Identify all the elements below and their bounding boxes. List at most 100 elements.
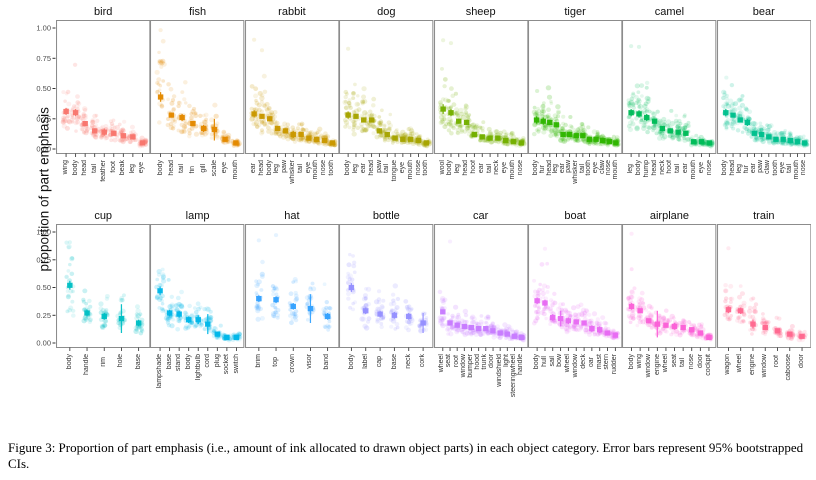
mean-point: [729, 112, 736, 118]
mean-point: [453, 322, 460, 328]
mean-point: [274, 125, 281, 131]
mean-point: [534, 298, 540, 304]
x-label: socket: [223, 354, 231, 375]
y-tick-label: 0.50: [36, 283, 51, 292]
x-label: brim: [254, 354, 262, 368]
x-label: wheel: [662, 354, 670, 373]
means-and-cis: [439, 104, 524, 146]
mean-point: [560, 131, 566, 138]
plot-airplane: [622, 224, 717, 351]
panel-border: [622, 224, 717, 348]
mean-point: [222, 136, 229, 142]
x-labels-dog: body leg ear head paw tail tongue eye mouth nose t…: [339, 158, 433, 210]
mean-point: [400, 136, 406, 142]
plot-sheep: [433, 20, 528, 157]
mean-point: [345, 112, 351, 118]
x-label: body: [635, 160, 643, 176]
mean-point: [737, 117, 743, 123]
x-label: wing: [62, 160, 70, 175]
mean-point: [224, 334, 230, 340]
x-label: mouth: [611, 160, 619, 180]
x-label: wheel: [736, 354, 744, 373]
means-and-cis: [722, 109, 808, 146]
x-labels-hat: brim top crown visor band: [245, 352, 339, 436]
x-labels-train: wagon wheel engine window roof caboose door: [717, 352, 811, 436]
x-label: head: [367, 160, 375, 176]
mean-point: [406, 313, 412, 319]
y-axis-row-2: 0.00 0.25 0.50 0.75 1.00: [26, 210, 56, 352]
panel-title-tiger: tiger: [564, 6, 586, 18]
means-and-cis: [157, 286, 240, 340]
x-label: body: [156, 160, 164, 176]
plot-bear: [716, 20, 811, 157]
x-label: door: [797, 354, 805, 369]
mean-point: [683, 130, 689, 136]
mean-point: [321, 137, 327, 144]
mean-point: [408, 136, 414, 142]
x-tick-marks: [536, 347, 616, 351]
plot-lamp: [150, 224, 245, 351]
mean-point: [540, 118, 546, 124]
mean-point: [82, 121, 88, 127]
mean-point: [91, 128, 98, 134]
mean-point: [186, 317, 192, 323]
x-label: nose: [800, 160, 808, 176]
x-label: head: [81, 160, 89, 176]
mean-point: [762, 324, 768, 331]
panel-title-bear: bear: [752, 6, 775, 18]
x-tick-marks: [725, 153, 805, 157]
mean-point: [251, 111, 257, 117]
panel-border: [527, 224, 623, 348]
panel-border: [244, 224, 340, 348]
y-tick-label: 1.00: [36, 24, 51, 33]
mean-point: [255, 296, 262, 302]
mean-point: [604, 330, 611, 336]
mean-point: [518, 334, 524, 340]
means-and-cis: [158, 92, 239, 146]
x-label: eye: [221, 161, 229, 173]
mean-point: [629, 303, 635, 309]
panel-title-hat: hat: [284, 210, 300, 222]
x-label: plug: [213, 354, 221, 368]
mean-point: [725, 307, 731, 313]
mean-point: [353, 113, 359, 119]
x-label: band: [323, 354, 331, 370]
mean-point: [290, 303, 296, 309]
x-label: handle: [83, 354, 91, 376]
mean-point: [510, 139, 516, 145]
x-label: neck: [404, 354, 412, 369]
x-label: stand: [175, 354, 183, 372]
mean-point: [176, 311, 183, 317]
mean-point: [439, 106, 446, 112]
mean-point: [468, 324, 474, 331]
x-tick-marks: [347, 153, 427, 157]
x-label: ear: [477, 162, 485, 173]
mean-point: [546, 119, 553, 125]
plot-bottle: [339, 224, 434, 351]
panel-lamp: lamp lampshade base stand body lightbulb cord p…: [150, 210, 245, 436]
x-labels-lamp: lampshade base stand body lightbulb cord plug s…: [150, 352, 244, 436]
mean-point: [391, 312, 398, 318]
mean-point: [101, 313, 107, 319]
panel-airplane: airplane body wing window engine wheel seat tai…: [622, 210, 717, 436]
panel-border: [339, 20, 434, 154]
mean-point: [195, 317, 202, 323]
mean-point: [772, 136, 779, 142]
x-label: mouth: [406, 160, 414, 180]
figure-caption: Figure 3: Proportion of part emphasis (i…: [8, 440, 804, 472]
mean-point: [179, 114, 186, 121]
y-tick-label: 0.75: [36, 255, 51, 264]
x-label: ear: [359, 162, 367, 173]
x-label: roof: [773, 354, 781, 367]
panel-title-dog: dog: [377, 6, 396, 18]
x-labels-bear: body head leg fur ear paw claw tooth eye tail mout…: [717, 158, 811, 210]
y-tick-label: 0.50: [36, 84, 51, 93]
mean-point: [84, 310, 90, 316]
mean-point: [486, 135, 493, 141]
mean-point: [471, 131, 477, 138]
x-label: hoof: [469, 160, 477, 174]
mean-point: [447, 110, 454, 116]
x-label: rim: [100, 357, 108, 367]
mean-point: [596, 327, 603, 333]
panel-fish: fish body head tail fin gill scale eye mouth: [150, 6, 245, 210]
